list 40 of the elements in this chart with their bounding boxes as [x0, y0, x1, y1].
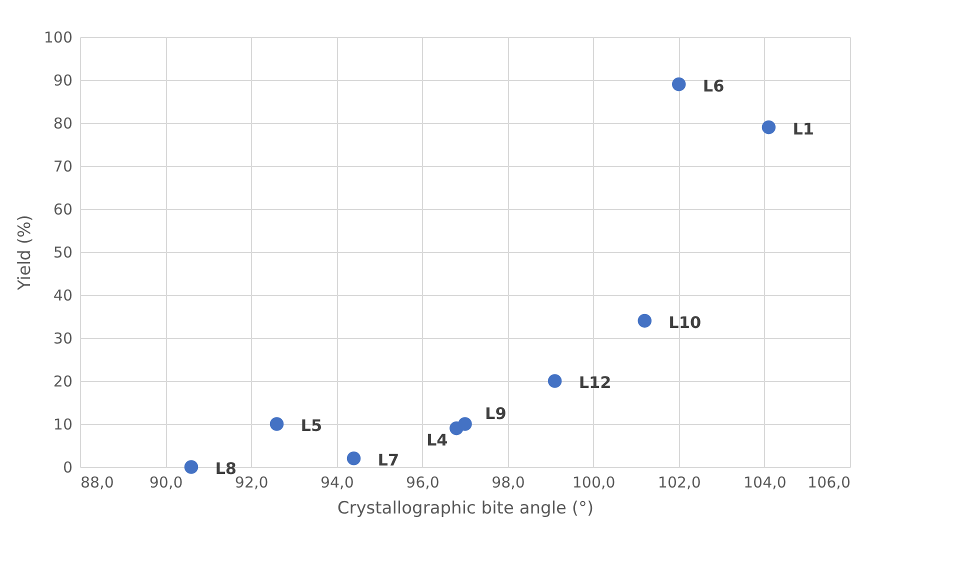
y-tick-label: 100	[44, 28, 72, 46]
point	[638, 314, 652, 328]
y-tick-label: 80	[53, 114, 72, 132]
annotation: L9	[485, 404, 506, 423]
point	[270, 417, 284, 431]
x-tick-label: 102,0	[658, 474, 701, 492]
y-tick-label: 60	[53, 200, 72, 218]
point	[548, 374, 562, 388]
y-tick-label: 30	[53, 330, 72, 348]
annotation: L6	[702, 76, 724, 96]
y-tick-label: 70	[53, 158, 72, 176]
x-tick-label: 96,0	[406, 474, 440, 492]
x-tick-label: 90,0	[149, 474, 183, 492]
y-axis-title: Yield (%)	[14, 214, 35, 292]
point	[762, 120, 776, 134]
point	[672, 77, 686, 92]
x-tick-label: 106,0	[808, 474, 850, 492]
x-tick-label: 92,0	[234, 474, 268, 492]
annotation: L10	[668, 312, 702, 332]
point	[346, 452, 361, 466]
x-tick-label: 98,0	[492, 474, 525, 492]
annotation: L12	[578, 373, 612, 392]
annotation: L1	[792, 119, 814, 138]
y-tick-label: 40	[53, 286, 72, 304]
point	[184, 460, 198, 474]
annotation: L7	[378, 450, 400, 470]
x-tick-label: 104,0	[743, 474, 786, 492]
annotation: L8	[215, 459, 237, 478]
x-axis-title: Crystallographic bite angle (°)	[337, 498, 594, 518]
y-tick-label: 20	[53, 372, 72, 390]
annotation: L5	[300, 416, 322, 435]
y-tick-label: 10	[53, 416, 72, 434]
x-tick-label: 94,0	[320, 474, 354, 492]
x-tick-label: 100,0	[572, 474, 616, 492]
point	[458, 417, 472, 431]
y-tick-label: 90	[53, 72, 72, 90]
x-tick-label: 88,0	[80, 474, 114, 492]
y-tick-label: 0	[62, 458, 72, 476]
y-tick-label: 50	[53, 244, 72, 262]
annotation: L4	[426, 430, 448, 450]
